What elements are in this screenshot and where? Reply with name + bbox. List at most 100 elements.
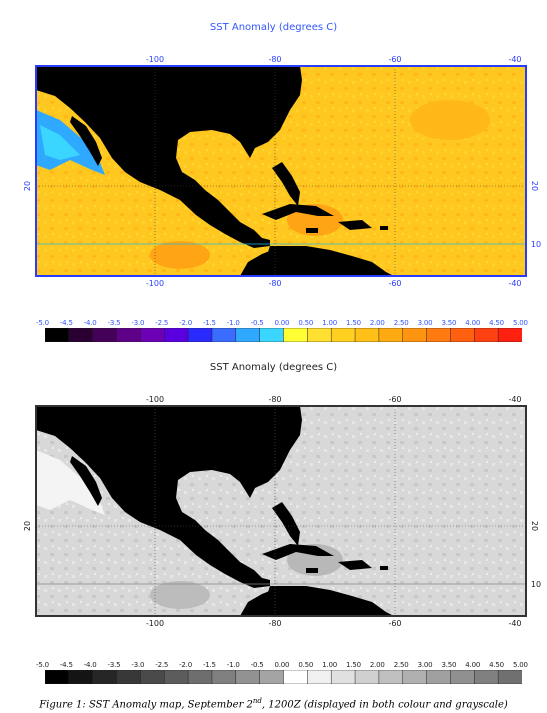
colorbar-tick-label: 2.50 xyxy=(393,661,409,669)
colorbar-bin xyxy=(402,328,428,342)
lon-tick-bottom: -80 xyxy=(268,279,281,288)
colorbar-tick-label: -3.5 xyxy=(107,661,121,669)
colorbar-tick-label: 5.00 xyxy=(513,661,528,669)
jamaica-island xyxy=(306,568,318,573)
colorbar-tick-label: -4.0 xyxy=(83,319,97,327)
colorbar-bin xyxy=(164,328,189,342)
colorbar-bin xyxy=(235,670,261,684)
colorbar-tick-label: 4.00 xyxy=(465,661,481,669)
lon-tick-top: -40 xyxy=(508,55,521,64)
cuba-island xyxy=(262,204,334,220)
lat-tick-left: 20 xyxy=(23,181,32,191)
colorbar-tick-label: 2.00 xyxy=(369,319,385,327)
colorbar-bin xyxy=(426,670,452,684)
colorbar-bin xyxy=(307,328,332,342)
florida-peninsula xyxy=(272,162,300,206)
colorbar-tick-label: -3.5 xyxy=(107,319,121,327)
colorbar-tick-label: -4.0 xyxy=(83,661,97,669)
colorbar-tick-label: 2.50 xyxy=(393,319,409,327)
north-america-landmass xyxy=(36,406,302,588)
hispaniola-island xyxy=(338,560,372,570)
color-map-title: SST Anomaly (degrees C) xyxy=(209,22,338,33)
lon-tick-bottom: -100 xyxy=(146,279,164,288)
colorbar-bin xyxy=(140,328,165,342)
colorbar-bin xyxy=(474,328,499,342)
lon-tick-bottom: -40 xyxy=(508,619,521,628)
colorbar-bin xyxy=(378,328,404,342)
colorbar-bin xyxy=(354,328,380,342)
colorbar-bin xyxy=(283,670,308,684)
colorbar-bin xyxy=(259,670,285,684)
colorbar-tick-label: 0.50 xyxy=(298,661,314,669)
colorbar-bin xyxy=(211,670,237,684)
colorbar-tick-label: 2.00 xyxy=(369,661,385,669)
lon-tick-top: -100 xyxy=(146,395,164,404)
colorbar-tick-label: 1.00 xyxy=(322,661,337,669)
lon-tick-bottom: -100 xyxy=(146,619,164,628)
colorbar-tick-label: 1.00 xyxy=(322,319,337,327)
warm-anomaly-patch xyxy=(410,100,490,140)
lon-tick-top: -60 xyxy=(388,395,401,404)
jamaica-island xyxy=(306,228,318,233)
lon-tick-top: -80 xyxy=(268,395,281,404)
colorbar-bin xyxy=(450,328,475,342)
gray-map-title: SST Anomaly (degrees C) xyxy=(209,362,338,373)
lat-tick-left: 20 xyxy=(23,521,32,531)
colorbar-tick-label: -5.0 xyxy=(36,661,49,669)
colorbar-bin xyxy=(497,670,522,684)
colorbar-tick-label: -2.5 xyxy=(155,661,169,669)
north-america-landmass xyxy=(36,66,302,248)
warm-anomaly-patch xyxy=(150,241,210,269)
colorbar-tick-label: 4.50 xyxy=(489,661,504,669)
colorbar-tick-label: -1.5 xyxy=(202,661,216,669)
colorbar-bin xyxy=(116,328,141,342)
colorbar-bin xyxy=(283,328,308,342)
baja-peninsula xyxy=(70,116,102,166)
graticule xyxy=(36,406,526,616)
colorbar-tick-label: 3.50 xyxy=(441,661,457,669)
colorbar-bin xyxy=(497,328,522,342)
lat-tick-right: 20 xyxy=(530,181,539,191)
colorbar-bin xyxy=(116,670,141,684)
colorbar-bin xyxy=(426,328,452,342)
lat-tick-right: 20 xyxy=(530,521,539,531)
lon-tick-top: -80 xyxy=(268,55,281,64)
color-sst-map: -100 -80 -60 -40 -100 -80 -60 -40 20 20 … xyxy=(23,55,541,288)
caption-sup: nd xyxy=(252,697,262,705)
cool-anomaly-patch xyxy=(36,110,105,175)
colorbar-bin xyxy=(259,328,285,342)
colorbar-bin xyxy=(92,328,118,342)
cool-anomaly-patch xyxy=(36,450,105,515)
colorbar-bin xyxy=(354,670,380,684)
central-america-isthmus xyxy=(264,246,282,264)
colorbar-tick-label: 3.00 xyxy=(417,661,433,669)
caption-prefix: Figure 1: SST Anomaly map, September 2 xyxy=(39,699,253,711)
colorbar-tick-label: 1.50 xyxy=(346,319,361,327)
colorbar-bin xyxy=(474,670,499,684)
colorbar-bin xyxy=(330,328,356,342)
lon-tick-top: -40 xyxy=(508,395,521,404)
figure-caption: Figure 1: SST Anomaly map, September 2nd… xyxy=(0,697,547,710)
colorbar-tick-label: 0.00 xyxy=(274,319,290,327)
grayscale-sst-map: -100 -80 -60 -40 -100 -80 -60 -40 20 20 … xyxy=(23,395,541,628)
colorbar-tick-label: 3.50 xyxy=(441,319,457,327)
lon-tick-bottom: -60 xyxy=(388,279,401,288)
colorbar-tick-label: -2.0 xyxy=(179,661,192,669)
colorbar-bin xyxy=(211,328,237,342)
lon-tick-bottom: -60 xyxy=(388,619,401,628)
colorbar-tick-label: -3.0 xyxy=(131,661,145,669)
colorbar-bin xyxy=(307,670,332,684)
colorbar-tick-label: -2.5 xyxy=(155,319,169,327)
colorbar-bin xyxy=(402,670,428,684)
colorbar-tick-label: -1.0 xyxy=(226,319,240,327)
colorbar-bin xyxy=(378,670,404,684)
colorbar-bin xyxy=(68,328,94,342)
colorbar-tick-label: 5.00 xyxy=(513,319,528,327)
florida-peninsula xyxy=(272,502,300,546)
colorbar-tick-label: -0.5 xyxy=(250,661,264,669)
colorbar-tick-label: -1.0 xyxy=(226,661,240,669)
colorbar-bin xyxy=(68,670,94,684)
caption-suffix: , 1200Z (displayed in both colour and gr… xyxy=(261,699,508,711)
graticule xyxy=(36,66,526,276)
hispaniola-island xyxy=(338,220,372,230)
